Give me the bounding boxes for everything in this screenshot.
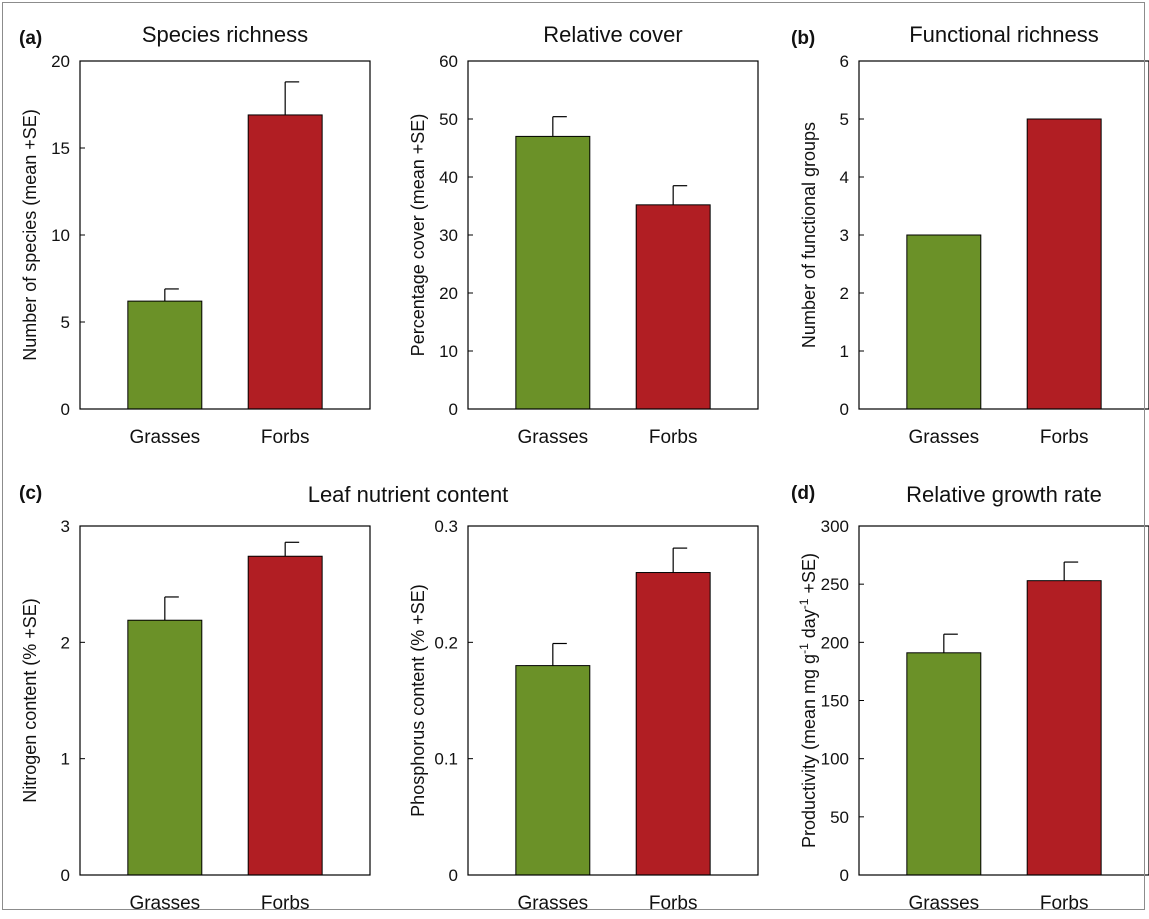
y-tick-label: 10 <box>439 342 458 361</box>
x-tick-label: Grasses <box>517 893 588 914</box>
y-tick-label: 2 <box>840 284 849 303</box>
y-tick-label: 60 <box>439 52 458 71</box>
chart-title: Species richness <box>142 22 308 47</box>
y-tick-label: 0 <box>840 400 849 419</box>
bar-forbs <box>1026 580 1102 876</box>
y-tick-label: 200 <box>821 633 849 652</box>
bar-forbs <box>635 572 711 876</box>
bar-grasses <box>906 234 982 410</box>
plot-area <box>79 60 371 410</box>
y-tick-label: 0.1 <box>434 750 458 769</box>
y-tick-label: 3 <box>61 517 70 536</box>
y-tick-label: 50 <box>439 110 458 129</box>
y-tick-label: 0 <box>449 866 458 885</box>
y-tick-label: 15 <box>51 139 70 158</box>
y-tick-label: 300 <box>821 517 849 536</box>
chart-panel-1: Grasses Forbs 0 5 10 15 20 Species richness Numb… <box>20 22 371 448</box>
y-axis-label: Number of functional groups <box>799 122 819 348</box>
y-axis-label: Phosphorus content (% +SE) <box>408 584 428 817</box>
y-tick-label: 250 <box>821 575 849 594</box>
bar-grasses <box>906 652 982 876</box>
x-tick-label: Forbs <box>649 893 698 914</box>
y-tick-label: 30 <box>439 226 458 245</box>
bar-forbs <box>247 114 323 410</box>
y-tick-label: 4 <box>840 168 849 187</box>
y-tick-label: 100 <box>821 750 849 769</box>
bar-grasses <box>515 135 591 410</box>
y-tick-label: 0 <box>840 866 849 885</box>
panel-label-d: (d) <box>791 483 815 504</box>
y-tick-label: 150 <box>821 692 849 711</box>
bar-forbs <box>1026 118 1102 410</box>
x-tick-label: Forbs <box>1040 893 1089 914</box>
plot-area <box>858 60 1149 410</box>
chart-panel-5: Grasses Forbs 0 0.1 0.2 0.3 Phosphorus content… <box>408 517 759 914</box>
chart-title: Relative cover <box>543 22 682 47</box>
y-tick-label: 1 <box>840 342 849 361</box>
panel-label-c: (c) <box>19 483 42 504</box>
y-axis-label: Number of species (mean +SE) <box>20 109 40 361</box>
y-tick-label: 5 <box>840 110 849 129</box>
y-tick-label: 6 <box>840 52 849 71</box>
y-axis-label: Nitrogen content (% +SE) <box>20 598 40 803</box>
y-tick-label: 0.3 <box>434 517 458 536</box>
y-tick-label: 40 <box>439 168 458 187</box>
y-tick-label: 0 <box>449 400 458 419</box>
chart-title: Relative growth rate <box>906 482 1102 507</box>
group-title-c: Leaf nutrient content <box>308 482 509 507</box>
chart-panel-6: Grasses Forbs 0 50 100 150 200 250 300 Relative g… <box>797 482 1149 914</box>
y-tick-label: 2 <box>61 633 70 652</box>
y-tick-label: 0 <box>61 866 70 885</box>
y-tick-label: 1 <box>61 750 70 769</box>
chart-title: Functional richness <box>909 22 1099 47</box>
chart-panel-2: Grasses Forbs 0 10 20 30 40 50 60 Relative cover P… <box>408 22 759 448</box>
plot-area <box>467 525 759 876</box>
x-tick-label: Forbs <box>261 893 310 914</box>
panel-label-b: (b) <box>791 28 815 49</box>
y-tick-label: 0 <box>61 400 70 419</box>
x-tick-label: Grasses <box>908 427 979 448</box>
bar-grasses <box>127 619 203 876</box>
x-tick-label: Grasses <box>129 427 200 448</box>
y-tick-label: 0.2 <box>434 633 458 652</box>
chart-panel-3: Grasses Forbs 0 1 2 3 4 5 6 Functional richness Nu… <box>799 22 1149 448</box>
plot-area <box>858 525 1149 876</box>
y-tick-label: 50 <box>830 808 849 827</box>
x-tick-label: Forbs <box>1040 427 1089 448</box>
y-tick-label: 10 <box>51 226 70 245</box>
bar-forbs <box>247 555 323 876</box>
plot-area <box>467 60 759 410</box>
x-tick-label: Grasses <box>908 893 979 914</box>
y-axis-label: Productivity (mean mg g-1 day-1 +SE) <box>797 553 819 848</box>
chart-panel-4: Grasses Forbs 0 1 2 3 Nitrogen content (% +SE) <box>20 517 371 914</box>
y-tick-label: 20 <box>439 284 458 303</box>
y-tick-label: 20 <box>51 52 70 71</box>
bar-grasses <box>515 665 591 876</box>
y-axis-label: Percentage cover (mean +SE) <box>408 114 428 357</box>
bar-forbs <box>635 204 711 410</box>
plot-area <box>79 525 371 876</box>
x-tick-label: Grasses <box>129 893 200 914</box>
y-tick-label: 5 <box>61 313 70 332</box>
panel-label-a: (a) <box>19 28 42 49</box>
bar-grasses <box>127 300 203 410</box>
x-tick-label: Grasses <box>517 427 588 448</box>
x-tick-label: Forbs <box>649 427 698 448</box>
y-tick-label: 3 <box>840 226 849 245</box>
x-tick-label: Forbs <box>261 427 310 448</box>
